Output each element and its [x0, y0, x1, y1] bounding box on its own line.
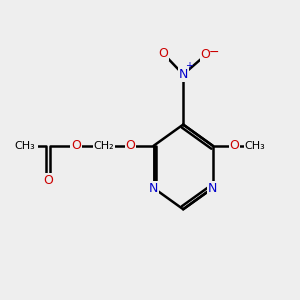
Text: O: O — [71, 139, 81, 152]
Text: CH₃: CH₃ — [15, 141, 35, 151]
Text: O: O — [158, 47, 168, 60]
Text: N: N — [149, 182, 158, 195]
Text: N: N — [208, 182, 218, 195]
Text: O: O — [43, 174, 53, 187]
Text: −: − — [209, 46, 220, 59]
Text: O: O — [125, 139, 135, 152]
Text: CH₂: CH₂ — [94, 141, 114, 151]
Text: O: O — [201, 48, 211, 61]
Text: N: N — [178, 68, 188, 81]
Text: +: + — [185, 61, 193, 71]
Text: CH₃: CH₃ — [244, 141, 265, 151]
Text: O: O — [230, 139, 239, 152]
